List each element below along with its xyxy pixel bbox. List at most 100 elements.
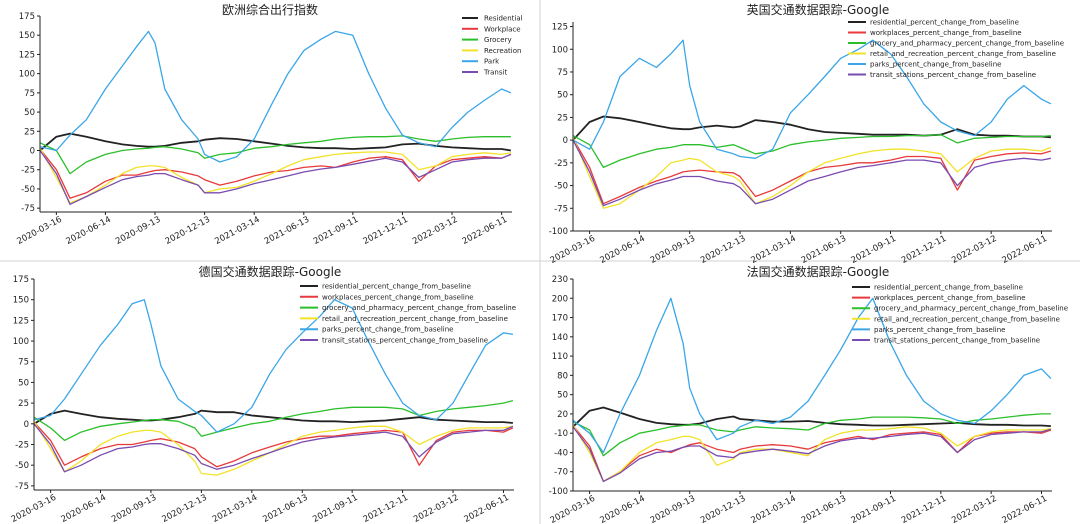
y-tick-label: -75 [554, 204, 568, 214]
legend: Residential Workplace Grocery Recreation Par… [462, 15, 523, 77]
series-line-workplace [572, 425, 1052, 483]
legend-label-grocery: grocery_and_pharmacy_percent_change_from… [874, 305, 1068, 313]
x-tick-label: 2022-06-11 [1001, 494, 1049, 524]
y-tick-label: 25 [18, 399, 29, 409]
y-tick-label: 100 [552, 45, 568, 55]
y-tick-label: 150 [19, 31, 35, 41]
legend-label-residential: residential_percent_change_from_baseline [870, 19, 1019, 27]
legend-label-grocery: Grocery [484, 36, 512, 44]
legend-label-recreation: retail_and_recreation_percent_change_fro… [322, 315, 508, 323]
y-tick-label: -10 [554, 429, 568, 439]
x-tick-label: 2022-06-11 [463, 493, 511, 524]
series-line-grocery [33, 399, 514, 442]
legend: residential_percent_change_from_baseline… [852, 284, 1068, 345]
legend-label-park: parks_percent_change_from_baseline [322, 326, 454, 334]
x-tick-label: 2020-06-14 [598, 494, 646, 524]
y-tick-label: 125 [552, 23, 568, 33]
y-tick-label: 200 [552, 294, 568, 304]
chart-title: 英国交通数据跟踪-Google [747, 2, 890, 17]
y-tick-label: -100 [549, 227, 568, 237]
y-tick-label: -25 [554, 159, 568, 169]
legend-label-workplace: workplaces_percent_change_from_baseline [870, 29, 1022, 37]
legend-label-residential: residential_percent_change_from_baseline [322, 283, 471, 291]
y-tick-label: 50 [557, 391, 568, 401]
y-tick-label: 0 [563, 136, 568, 146]
series-line-workplace [572, 137, 1052, 205]
series-line-recreation [39, 147, 512, 204]
legend-label-park: parks_percent_change_from_baseline [874, 326, 1006, 334]
y-tick-label: -70 [554, 468, 568, 478]
series-line-transit [572, 139, 1052, 207]
legend-label-park: parks_percent_change_from_baseline [870, 61, 1002, 69]
series-line-park [572, 297, 1052, 454]
y-tick-label: -50 [21, 185, 35, 195]
y-tick-label: 150 [13, 296, 29, 306]
series-line-grocery [572, 413, 1051, 457]
x-tick-label: 2021-03-14 [749, 494, 797, 524]
y-tick-label: -100 [549, 487, 568, 497]
x-tick-label: 2021-03-14 [213, 215, 261, 247]
legend-label-recreation: retail_and_recreation_percent_change_fro… [870, 50, 1056, 58]
chart-panel-europe: 欧洲综合出行指数 -75 -50 -25 0 25 50 75 100 125 150 175 2020… [15, 2, 522, 247]
x-tick-label: 2021-06-13 [263, 215, 311, 247]
y-tick-label: 75 [24, 89, 35, 99]
x-tick-label: 2020-09-13 [649, 494, 697, 524]
x-tick-label: 2020-12-13 [699, 494, 747, 524]
series-line-grocery [572, 134, 1051, 169]
legend-label-transit: transit_stations_percent_change_from_bas… [322, 337, 488, 345]
y-tick-label: 75 [18, 358, 29, 368]
series-line-residential [572, 115, 1051, 141]
legend-label-grocery: grocery_and_pharmacy_percent_change_from… [322, 304, 516, 312]
series-line-residential [33, 409, 513, 425]
series-line-transit [572, 426, 1052, 483]
legend-label-transit: transit_stations_percent_change_from_bas… [874, 337, 1040, 345]
x-tick-label: 2021-12-11 [362, 493, 410, 524]
x-tick-label: 2020-09-13 [110, 493, 158, 524]
series-line-grocery [39, 135, 511, 175]
legend-label-workplace: workplaces_percent_change_from_baseline [874, 294, 1026, 302]
chart-title: 德国交通数据跟踪-Google [199, 264, 342, 279]
legend-label-transit: Transit [483, 69, 507, 77]
x-tick-label: 2021-12-11 [900, 494, 948, 524]
series-line-recreation [33, 420, 514, 476]
y-tick-label: 25 [24, 127, 35, 137]
legend-label-residential: Residential [484, 15, 523, 23]
series-line-recreation [572, 137, 1052, 209]
series-line-park [39, 30, 512, 163]
legend: residential_percent_change_from_baseline… [300, 283, 516, 345]
legend-label-transit: transit_stations_percent_change_from_bas… [870, 71, 1036, 79]
x-tick-label: 2020-06-14 [60, 493, 108, 524]
y-tick-label: -25 [21, 166, 35, 176]
chart-title: 欧洲综合出行指数 [222, 2, 318, 17]
y-tick-label: 175 [19, 12, 35, 22]
legend-label-park: Park [484, 58, 500, 66]
y-tick-label: -40 [554, 448, 568, 458]
x-tick-label: 2022-06-11 [461, 215, 509, 247]
y-tick-label: -75 [21, 204, 35, 214]
series-line-park [33, 299, 514, 433]
y-tick-label: 75 [557, 68, 568, 78]
x-tick-label: 2021-12-11 [362, 215, 410, 247]
x-tick-label: 2021-09-11 [311, 493, 359, 524]
y-tick-label: 80 [557, 371, 568, 381]
x-tick-label: 2021-06-13 [261, 493, 309, 524]
y-tick-label: 175 [13, 275, 29, 285]
series-line-residential [572, 406, 1051, 428]
x-tick-label: 2022-03-12 [950, 494, 998, 524]
y-tick-label: 20 [557, 410, 568, 420]
chart-panel-germany: 德国交通数据跟踪-Google -75 -50 -25 0 25 50 75 100 125 150… [10, 264, 516, 524]
y-tick-label: 140 [552, 333, 568, 343]
series-line-park [572, 39, 1052, 159]
chart-title: 法国交通数据跟踪-Google [747, 264, 890, 279]
y-tick-label: -50 [15, 461, 29, 471]
x-tick-label: 2020-03-16 [10, 493, 58, 524]
legend-label-workplace: workplaces_percent_change_from_baseline [322, 293, 474, 301]
series-line-transit [33, 423, 514, 473]
y-tick-label: 25 [557, 113, 568, 123]
y-tick-label: 50 [18, 378, 29, 388]
y-tick-label: 100 [13, 337, 29, 347]
legend-label-workplace: Workplace [484, 25, 521, 33]
y-tick-label: 230 [552, 275, 568, 285]
x-tick-label: 2020-03-16 [15, 215, 63, 247]
